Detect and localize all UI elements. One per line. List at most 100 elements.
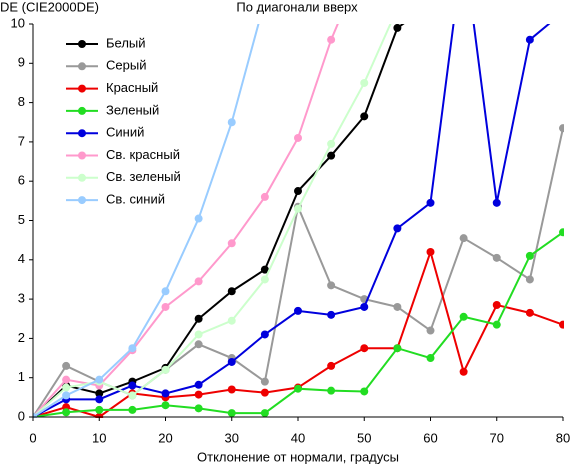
data-point bbox=[294, 306, 302, 315]
data-point bbox=[327, 361, 336, 370]
data-point bbox=[62, 408, 71, 417]
legend-label: Белый bbox=[106, 35, 146, 50]
legend-label: Красный bbox=[106, 80, 158, 95]
data-point bbox=[62, 391, 71, 400]
data-point bbox=[393, 344, 402, 353]
data-point bbox=[294, 133, 302, 142]
data-point bbox=[492, 300, 501, 309]
y-tick-label: 7 bbox=[18, 133, 25, 148]
data-point bbox=[161, 389, 170, 398]
data-point bbox=[459, 234, 468, 243]
legend-marker bbox=[78, 173, 86, 182]
data-point bbox=[95, 395, 104, 404]
data-point bbox=[294, 204, 302, 213]
data-point bbox=[559, 8, 567, 16]
x-tick-label: 10 bbox=[92, 430, 106, 445]
data-point bbox=[161, 365, 170, 374]
y-tick-label: 10 bbox=[11, 15, 25, 30]
legend-label: Зеленый bbox=[106, 102, 159, 117]
data-point bbox=[260, 377, 269, 386]
data-point bbox=[62, 361, 71, 370]
data-point bbox=[525, 35, 534, 44]
data-point bbox=[525, 308, 534, 317]
data-point bbox=[128, 391, 137, 400]
data-point bbox=[227, 287, 236, 296]
data-point bbox=[161, 302, 170, 311]
series-line bbox=[33, 24, 260, 418]
x-tick-label: 20 bbox=[158, 430, 172, 445]
data-point bbox=[260, 265, 269, 274]
data-point bbox=[161, 287, 170, 296]
data-point bbox=[393, 224, 402, 233]
y-tick-label: 4 bbox=[18, 251, 25, 266]
x-tick-label: 40 bbox=[291, 430, 305, 445]
y-tick-label: 8 bbox=[18, 94, 25, 109]
legend-label: Серый bbox=[106, 58, 146, 73]
data-point bbox=[95, 405, 104, 414]
data-point bbox=[260, 275, 269, 284]
data-point bbox=[426, 247, 435, 256]
chart-title: По диагонали вверх bbox=[236, 0, 358, 14]
data-point bbox=[393, 4, 401, 12]
data-point bbox=[194, 277, 203, 286]
y-tick-label: 2 bbox=[18, 330, 25, 345]
legend-marker bbox=[78, 151, 86, 160]
data-point bbox=[294, 384, 302, 393]
data-point bbox=[327, 310, 336, 319]
data-point bbox=[227, 385, 236, 394]
y-tick-label: 9 bbox=[18, 55, 25, 70]
data-point bbox=[559, 124, 564, 133]
data-point bbox=[227, 409, 236, 418]
data-point bbox=[360, 78, 369, 87]
data-point bbox=[427, 0, 435, 8]
data-point bbox=[128, 405, 137, 414]
data-point bbox=[95, 375, 104, 384]
legend-marker bbox=[78, 84, 86, 93]
y-tick-label: 3 bbox=[18, 291, 25, 306]
data-point bbox=[327, 139, 336, 148]
data-point bbox=[227, 239, 236, 248]
x-axis-label: Отклонение от нормали, градусы bbox=[197, 449, 399, 464]
data-point bbox=[459, 312, 468, 321]
data-point bbox=[492, 198, 501, 207]
data-point bbox=[426, 198, 435, 207]
data-point bbox=[525, 275, 534, 284]
data-point bbox=[327, 151, 336, 160]
y-tick-label: 6 bbox=[18, 173, 25, 188]
data-point bbox=[260, 409, 269, 418]
data-point bbox=[525, 251, 534, 260]
data-point bbox=[459, 367, 468, 376]
x-tick-label: 80 bbox=[556, 430, 570, 445]
data-point bbox=[393, 302, 402, 311]
legend-marker bbox=[78, 196, 86, 205]
series-line bbox=[33, 24, 392, 418]
plot-area bbox=[33, 0, 567, 418]
legend-marker bbox=[78, 129, 86, 138]
data-point bbox=[327, 386, 336, 395]
data-point bbox=[194, 330, 203, 339]
data-point bbox=[194, 214, 203, 223]
legend-label: Св. синий bbox=[106, 192, 165, 207]
legend-marker bbox=[78, 62, 86, 71]
data-point bbox=[194, 340, 203, 349]
data-point bbox=[227, 357, 236, 366]
data-point bbox=[360, 344, 369, 353]
y-tick-label: 1 bbox=[18, 369, 25, 384]
x-tick-label: 0 bbox=[29, 430, 36, 445]
data-point bbox=[194, 404, 203, 413]
data-point bbox=[260, 388, 269, 397]
data-point bbox=[393, 24, 402, 32]
y-tick-label: 5 bbox=[18, 212, 25, 227]
y-tick-label: 0 bbox=[18, 408, 25, 423]
data-point bbox=[492, 320, 501, 329]
data-point bbox=[161, 401, 170, 410]
data-point bbox=[194, 314, 203, 323]
legend-marker bbox=[78, 40, 86, 48]
data-point bbox=[62, 375, 71, 384]
legend-label: Синий bbox=[106, 125, 144, 140]
data-point bbox=[294, 187, 302, 196]
data-point bbox=[559, 320, 564, 329]
data-point bbox=[327, 35, 336, 44]
legend-marker bbox=[78, 106, 86, 115]
